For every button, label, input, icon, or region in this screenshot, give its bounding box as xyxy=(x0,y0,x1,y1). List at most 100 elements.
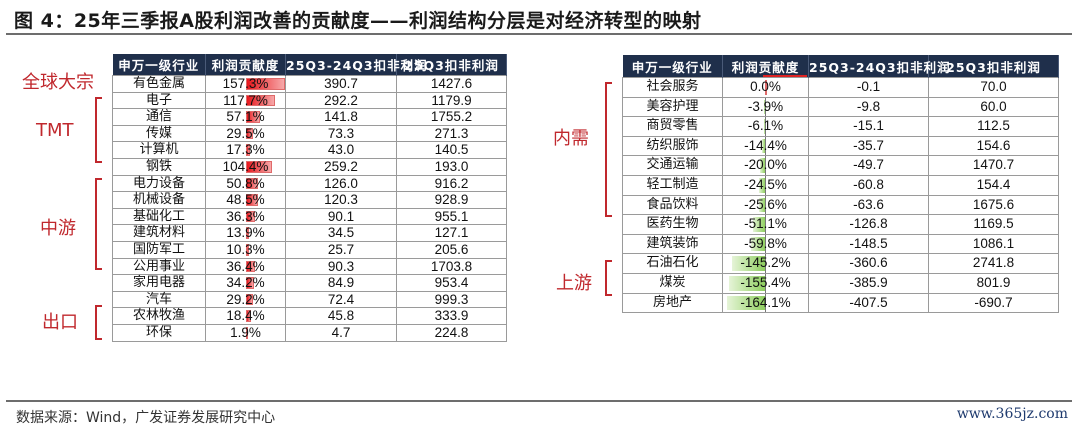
positive-data-bar xyxy=(246,277,255,289)
contribution-value: 29.2% xyxy=(226,291,265,307)
contribution-cell: -145.2% xyxy=(722,253,809,274)
industry-cell: 交通运输 xyxy=(622,155,723,176)
positive-data-bar xyxy=(246,260,255,273)
profit-cell: 127.1 xyxy=(396,224,507,242)
zero-axis-line xyxy=(765,273,766,293)
industry-cell: 通信 xyxy=(112,108,206,126)
table-row: 家用电器 34.2% 84.9 953.4 xyxy=(112,274,507,292)
contribution-value: -6.1% xyxy=(747,118,784,134)
profit-cell: 193.0 xyxy=(396,157,507,176)
delta-profit-cell: -35.7 xyxy=(808,135,929,157)
delta-profit-cell: -9.8 xyxy=(808,96,929,118)
table-row: 煤炭 -155.4% -385.9 801.9 xyxy=(622,272,1059,294)
profit-cell: 70.0 xyxy=(928,77,1059,98)
table-row: 电子 117.7% 292.2 1179.9 xyxy=(112,91,507,110)
positive-data-bar xyxy=(246,310,251,322)
negative-data-bar xyxy=(759,197,765,213)
contribution-value: 157.3% xyxy=(222,76,269,91)
delta-profit-cell: 90.3 xyxy=(285,257,397,276)
contribution-value: -164.1% xyxy=(740,294,791,310)
table-row: 石油石化 -145.2% -360.6 2741.8 xyxy=(622,253,1059,274)
delta-profit-cell: -148.5 xyxy=(808,233,929,255)
zero-axis-line xyxy=(765,215,766,234)
contribution-cell: 1.9% xyxy=(205,323,286,342)
contribution-value: 48.5% xyxy=(226,192,265,208)
industry-cell: 房地产 xyxy=(622,292,723,314)
header-profit: 25Q3扣非利润 xyxy=(396,54,507,76)
contribution-value: 36.4% xyxy=(226,258,265,274)
contribution-cell: -155.4% xyxy=(722,272,809,294)
profit-cell: 928.9 xyxy=(396,191,507,209)
profit-cell: 916.2 xyxy=(396,174,507,193)
industry-cell: 汽车 xyxy=(112,290,206,309)
profit-cell: 1675.6 xyxy=(928,194,1059,216)
contribution-value: -25.6% xyxy=(744,196,787,212)
watermark: www.365jz.com xyxy=(956,406,1068,422)
zero-axis-line xyxy=(765,117,766,136)
delta-profit-cell: -385.9 xyxy=(808,272,929,294)
negative-data-bar xyxy=(751,236,765,252)
industry-cell: 纺织服饰 xyxy=(622,135,723,157)
negative-data-bar xyxy=(761,138,765,154)
profit-cell: 1179.9 xyxy=(396,91,507,110)
bracket-midstream xyxy=(95,178,102,270)
header-industry: 申万一级行业 xyxy=(622,55,723,78)
contribution-cell: 50.8% xyxy=(205,174,286,193)
table-row: 医药生物 -51.1% -126.8 1169.5 xyxy=(622,214,1059,235)
table-row: 建筑材料 13.9% 34.5 127.1 xyxy=(112,224,507,242)
negative-data-bar xyxy=(764,99,765,115)
contribution-cell: 36.4% xyxy=(205,257,286,276)
table-header-row: 申万一级行业 利润贡献度 25Q3-24Q3扣非利润 25Q3扣非利润 xyxy=(112,54,507,76)
positive-data-bar xyxy=(246,160,272,173)
profit-cell: 953.4 xyxy=(396,274,507,292)
profit-cell: 1755.2 xyxy=(396,108,507,126)
profit-cell: 140.5 xyxy=(396,141,507,159)
profit-cell: 1086.1 xyxy=(928,233,1059,255)
table-row: 基础化工 36.3% 90.1 955.1 xyxy=(112,207,507,226)
positive-data-bar xyxy=(765,80,767,95)
table-row: 商贸零售 -6.1% -15.1 112.5 xyxy=(622,116,1059,137)
delta-profit-cell: 45.8 xyxy=(285,307,397,325)
positive-data-bar xyxy=(246,227,250,239)
contribution-cell: -14.4% xyxy=(722,135,809,157)
bracket-export xyxy=(95,305,102,340)
table-row: 有色金属 157.3% 390.7 1427.6 xyxy=(112,75,507,93)
header-contribution: 利润贡献度 xyxy=(722,55,809,78)
contribution-value: 117.7% xyxy=(223,92,268,108)
right-contribution-table: 申万一级行业 利润贡献度 25Q3-24Q3扣非利润 25Q3扣非利润 社会服务… xyxy=(622,55,1059,314)
zero-axis-line xyxy=(765,97,766,117)
source-note: 数据来源：Wind，广发证券发展研究中心 xyxy=(16,410,276,426)
group-label-tmt: TMT xyxy=(36,120,74,141)
table-row: 国防军工 10.3% 25.7 205.6 xyxy=(112,240,507,259)
industry-cell: 基础化工 xyxy=(112,207,206,226)
industry-cell: 石油石化 xyxy=(622,253,723,274)
negative-data-bar xyxy=(763,119,765,134)
table-row: 美容护理 -3.9% -9.8 60.0 xyxy=(622,96,1059,118)
contribution-cell: 36.3% xyxy=(205,207,286,226)
group-label-upstream: 上游 xyxy=(556,273,592,294)
group-label-midstream: 中游 xyxy=(40,218,76,239)
contribution-cell: 18.4% xyxy=(205,307,286,325)
contribution-value: 17.3% xyxy=(226,142,265,158)
negative-data-bar xyxy=(753,217,765,232)
delta-profit-cell: -15.1 xyxy=(808,116,929,137)
delta-profit-cell: 73.3 xyxy=(285,124,397,143)
delta-profit-cell: -60.8 xyxy=(808,174,929,196)
contribution-cell: -3.9% xyxy=(722,96,809,118)
profit-cell: 999.3 xyxy=(396,290,507,309)
table-row: 社会服务 0.0% -0.1 70.0 xyxy=(622,77,1059,98)
industry-cell: 环保 xyxy=(112,323,206,342)
contribution-cell: 117.7% xyxy=(205,91,286,110)
profit-cell: 333.9 xyxy=(396,307,507,325)
contribution-value: 10.3% xyxy=(226,241,265,257)
contribution-cell: 10.3% xyxy=(205,240,286,259)
profit-cell: 154.4 xyxy=(928,174,1059,196)
profit-cell: 60.0 xyxy=(928,96,1059,118)
delta-profit-cell: 72.4 xyxy=(285,290,397,309)
delta-profit-cell: -63.6 xyxy=(808,194,929,216)
bracket-tmt xyxy=(95,97,102,163)
profit-cell: 1169.5 xyxy=(928,214,1059,235)
table-row: 电力设备 50.8% 126.0 916.2 xyxy=(112,174,507,193)
profit-cell: 205.6 xyxy=(396,240,507,259)
table-row: 建筑装饰 -59.8% -148.5 1086.1 xyxy=(622,233,1059,255)
